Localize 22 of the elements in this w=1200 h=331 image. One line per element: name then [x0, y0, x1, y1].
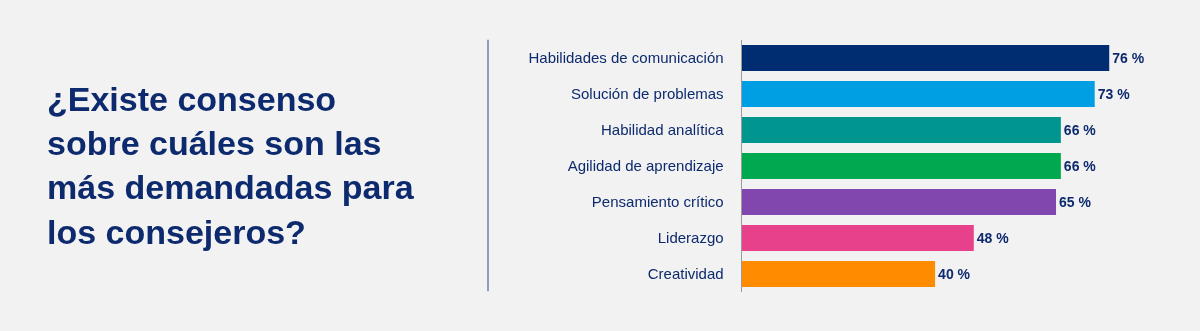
data-label: 76 % — [1112, 50, 1145, 67]
data-label: 66 % — [1063, 158, 1097, 174]
text: ¿Existe consenso sobre cuáles son las más demandadas para los consejeros? — [47, 80, 415, 251]
bar — [741, 81, 1095, 107]
bar — [741, 45, 1110, 71]
y-tick-label: Solución de problemas — [571, 85, 724, 103]
data-label: 40 % — [938, 265, 971, 282]
data-label: 73 % — [1097, 86, 1131, 103]
bar — [741, 189, 1057, 215]
y-tick-label: Agilidad de aprendizaje — [567, 157, 724, 175]
bar — [741, 225, 974, 251]
bar — [741, 117, 1061, 143]
y-tick-label: Pensamiento crítico — [591, 193, 724, 211]
data-label: 66 % — [1063, 122, 1097, 139]
y-tick-label: Habilidades de comunicación — [528, 49, 724, 67]
bar — [741, 153, 1061, 179]
data-label: 65 % — [1059, 193, 1092, 210]
data-label: 48 % — [976, 229, 1010, 246]
y-tick-label: Liderazgo — [657, 229, 724, 247]
bar — [741, 260, 936, 287]
y-tick-label: Creatividad — [647, 265, 724, 283]
y-tick-label: Habilidad analítica — [601, 121, 725, 139]
